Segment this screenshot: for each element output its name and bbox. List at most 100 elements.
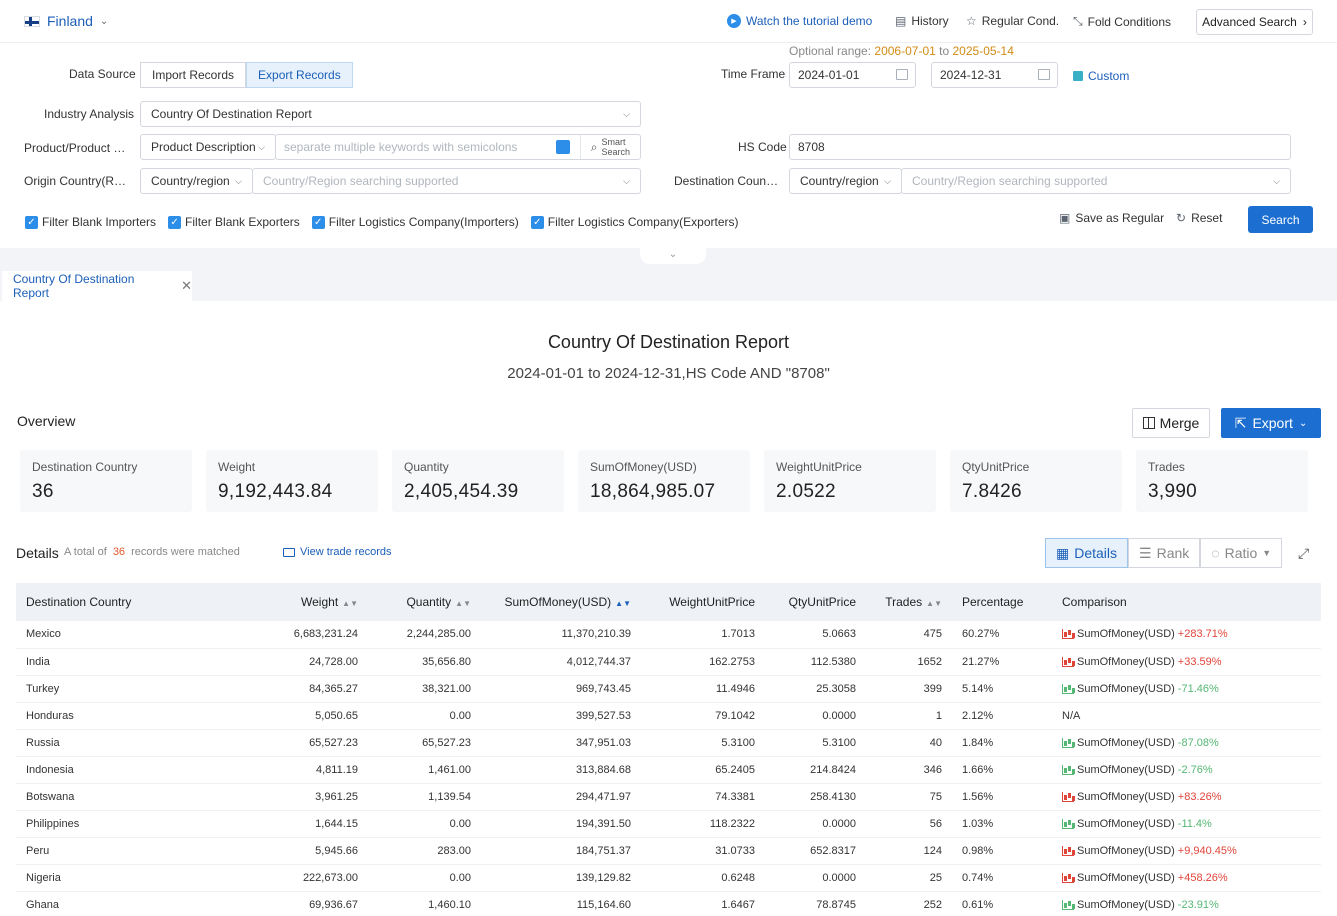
table-row[interactable]: Peru 5,945.66 283.00 184,751.37 31.0733 652.8… bbox=[16, 837, 1321, 865]
destination-type-select[interactable]: Country/region ⌵ bbox=[789, 168, 902, 194]
table-row[interactable]: Nigeria 222,673.00 0.00 139,129.82 0.6248 0.0… bbox=[16, 864, 1321, 892]
comparison-cell: SumOfMoney(USD) +83.26% bbox=[1052, 783, 1321, 811]
trades-cell: 25 bbox=[866, 864, 952, 892]
col-weight-unit-price[interactable]: WeightUnitPrice bbox=[641, 583, 765, 621]
header-label: QtyUnitPrice bbox=[788, 595, 856, 609]
reset-button[interactable]: ↻ Reset bbox=[1176, 211, 1222, 225]
table-row[interactable]: Turkey 84,365.27 38,321.00 969,743.45 11.494… bbox=[16, 675, 1321, 703]
view-trade-records-link[interactable]: View trade records bbox=[283, 546, 392, 558]
comparison-value: SumOfMoney(USD) +458.26% bbox=[1062, 872, 1311, 884]
comparison-cell: SumOfMoney(USD) -71.46% bbox=[1052, 675, 1321, 703]
table-row[interactable]: Mexico 6,683,231.24 2,244,285.00 11,370,210… bbox=[16, 621, 1321, 649]
quantity-cell: 0.00 bbox=[368, 864, 481, 892]
table-row[interactable]: Russia 65,527.23 65,527.23 347,951.03 5.3100… bbox=[16, 729, 1321, 757]
weight-cell: 69,936.67 bbox=[236, 891, 368, 916]
col-qty-unit-price[interactable]: QtyUnitPrice bbox=[765, 583, 866, 621]
date-to-input[interactable]: 2024-12-31 bbox=[931, 62, 1058, 88]
collapse-panel-toggle[interactable]: ⌄ bbox=[640, 248, 706, 264]
close-icon[interactable]: ✕ bbox=[181, 278, 192, 293]
product-type-select[interactable]: Product Description ⌵ bbox=[140, 134, 276, 160]
table-row[interactable]: Indonesia 4,811.19 1,461.00 313,884.68 65.24… bbox=[16, 756, 1321, 784]
filter-logistics-exporters-checkbox[interactable]: ✓ Filter Logistics Company(Exporters) bbox=[530, 215, 739, 229]
origin-type-select[interactable]: Country/region ⌵ bbox=[140, 168, 253, 194]
weight-cell: 222,673.00 bbox=[236, 864, 368, 892]
tab-label: Country Of Destination Report bbox=[13, 272, 135, 300]
origin-country-label: Origin Country(Regi... bbox=[24, 174, 130, 188]
export-records-tab[interactable]: Export Records bbox=[246, 62, 353, 88]
search-button[interactable]: Search bbox=[1248, 206, 1313, 233]
fold-conditions-link[interactable]: ⤡ Fold Conditions bbox=[1073, 14, 1171, 29]
sort-icon[interactable]: ▲▼ bbox=[455, 599, 471, 608]
money-cell: 184,751.37 bbox=[481, 837, 641, 865]
translate-icon[interactable] bbox=[555, 140, 570, 154]
sort-icon[interactable]: ▲▼ bbox=[615, 599, 631, 608]
table-row[interactable]: India 24,728.00 35,656.80 4,012,744.37 162.2… bbox=[16, 648, 1321, 676]
filter-blank-exporters-checkbox[interactable]: ✓ Filter Blank Exporters bbox=[168, 215, 300, 229]
fullscreen-icon[interactable]: ⤢ bbox=[1298, 545, 1310, 561]
trend-down-icon bbox=[1062, 764, 1074, 775]
history-link[interactable]: ▤ History bbox=[895, 14, 949, 28]
export-button[interactable]: ⇱ Export ⌄ bbox=[1221, 408, 1321, 438]
weight-unit-price-cell: 79.1042 bbox=[641, 702, 765, 730]
table-row[interactable]: Ghana 69,936.67 1,460.10 115,164.60 1.6467 78… bbox=[16, 891, 1321, 916]
country-cell: Botswana bbox=[16, 783, 236, 811]
export-icon: ⇱ bbox=[1234, 414, 1247, 431]
percentage-cell: 1.56% bbox=[952, 783, 1052, 811]
stat-value: 9,192,443.84 bbox=[218, 481, 333, 502]
tutorial-link[interactable]: ▶ Watch the tutorial demo bbox=[727, 14, 872, 28]
money-cell: 4,012,744.37 bbox=[481, 648, 641, 676]
trades-cell: 75 bbox=[866, 783, 952, 811]
filter-panel: Data Source Import Records Export Record… bbox=[0, 43, 1337, 248]
col-destination-country[interactable]: Destination Country bbox=[16, 583, 236, 621]
stat-value: 7.8426 bbox=[962, 481, 1022, 502]
merge-button[interactable]: Merge bbox=[1132, 408, 1210, 438]
destination-country-select[interactable]: Country/Region searching supported ⌵ bbox=[901, 168, 1291, 194]
col-trades[interactable]: Trades ▲▼ bbox=[866, 583, 952, 621]
custom-range-button[interactable]: Custom bbox=[1073, 69, 1129, 83]
col-sum-of-money[interactable]: SumOfMoney(USD) ▲▼ bbox=[481, 583, 641, 621]
comparison-percent: -71.46% bbox=[1177, 682, 1219, 695]
advanced-search-button[interactable]: Advanced Search › bbox=[1196, 9, 1313, 35]
date-from-input[interactable]: 2024-01-01 bbox=[789, 62, 916, 88]
col-comparison[interactable]: Comparison bbox=[1052, 583, 1321, 621]
filter-blank-importers-checkbox[interactable]: ✓ Filter Blank Importers bbox=[25, 215, 156, 229]
col-quantity[interactable]: Quantity ▲▼ bbox=[368, 583, 481, 621]
table-row[interactable]: Honduras 5,050.65 0.00 399,527.53 79.1042 0.0… bbox=[16, 702, 1321, 730]
col-percentage[interactable]: Percentage bbox=[952, 583, 1052, 621]
weight-cell: 65,527.23 bbox=[236, 729, 368, 757]
view-ratio-button[interactable]: ◌ Ratio ▼ bbox=[1200, 538, 1283, 568]
country-cell: Russia bbox=[16, 729, 236, 757]
stat-value: 36 bbox=[32, 481, 54, 502]
weight-unit-price-cell: 11.4946 bbox=[641, 675, 765, 703]
filter-logistics-importers-checkbox[interactable]: ✓ Filter Logistics Company(Importers) bbox=[311, 215, 519, 229]
save-as-regular-button[interactable]: ▣ Save as Regular bbox=[1059, 211, 1164, 225]
country-selector[interactable]: Finland ⌄ bbox=[24, 13, 108, 29]
smart-search-button[interactable]: ⌕ Smart Search bbox=[579, 135, 640, 159]
import-records-tab[interactable]: Import Records bbox=[140, 62, 247, 88]
table-row[interactable]: Botswana 3,961.25 1,139.54 294,471.97 74.338… bbox=[16, 783, 1321, 811]
tab-country-of-destination-report[interactable]: Country Of Destination Report ✕ bbox=[2, 271, 192, 301]
product-keyword-input[interactable]: separate multiple keywords with semicolo… bbox=[275, 134, 641, 160]
product-label: Product/Product D... bbox=[24, 141, 130, 155]
comparison-cell: SumOfMoney(USD) +33.59% bbox=[1052, 648, 1321, 676]
regular-conditions-link[interactable]: ☆ Regular Cond. bbox=[966, 14, 1059, 28]
comparison-metric: SumOfMoney(USD) bbox=[1077, 682, 1175, 695]
country-cell: India bbox=[16, 648, 236, 676]
view-rank-button[interactable]: ☰ Rank bbox=[1128, 538, 1201, 568]
stat-value: 2,405,454.39 bbox=[404, 481, 519, 502]
col-weight[interactable]: Weight ▲▼ bbox=[236, 583, 368, 621]
table-row[interactable]: Philippines 1,644.15 0.00 194,391.50 118.232… bbox=[16, 810, 1321, 838]
sort-icon[interactable]: ▲▼ bbox=[926, 599, 942, 608]
origin-country-select[interactable]: Country/Region searching supported ⌵ bbox=[252, 168, 641, 194]
country-cell: Nigeria bbox=[16, 864, 236, 892]
sort-icon[interactable]: ▲▼ bbox=[342, 599, 358, 608]
industry-analysis-select[interactable]: Country Of Destination Report ⌵ bbox=[140, 101, 641, 127]
view-mode-toggle: ▦ Details ☰ Rank ◌ Ratio ▼ bbox=[1045, 538, 1283, 568]
hs-code-input[interactable]: 8708 bbox=[789, 134, 1291, 160]
percentage-cell: 1.66% bbox=[952, 756, 1052, 784]
comparison-value: SumOfMoney(USD) -2.76% bbox=[1062, 764, 1311, 776]
view-details-button[interactable]: ▦ Details bbox=[1045, 538, 1129, 568]
quantity-cell: 1,461.00 bbox=[368, 756, 481, 784]
trend-up-icon bbox=[1062, 629, 1074, 640]
trades-cell: 399 bbox=[866, 675, 952, 703]
